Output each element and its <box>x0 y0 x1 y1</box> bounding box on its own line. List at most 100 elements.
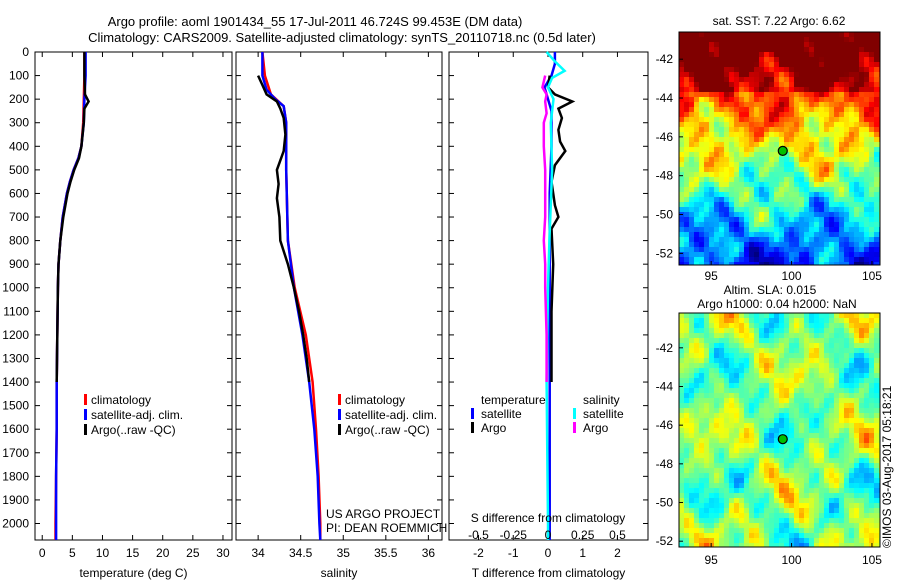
sst-cell <box>854 247 859 252</box>
sla-cell <box>864 543 869 547</box>
sla-cell <box>854 408 859 413</box>
sst-cell <box>834 227 839 232</box>
sla-cell <box>749 318 754 323</box>
sla-cell <box>704 413 709 418</box>
sst-cell <box>679 102 684 107</box>
sla-cell <box>679 348 684 353</box>
sla-cell <box>734 348 739 353</box>
sla-cell <box>834 443 839 448</box>
sla-cell <box>709 388 714 393</box>
sst-cell <box>854 122 859 127</box>
sla-cell <box>769 448 774 453</box>
sla-cell <box>709 503 714 508</box>
sla-cell <box>714 408 719 413</box>
sst-cell <box>804 102 809 107</box>
sla-cell <box>764 413 769 418</box>
sla-cell <box>714 433 719 438</box>
sst-cell <box>829 262 834 265</box>
sst-cell <box>824 87 829 92</box>
legend-swatch <box>338 394 341 405</box>
sla-cell <box>794 428 799 433</box>
sla-cell <box>809 443 814 448</box>
sst-cell <box>724 57 729 62</box>
sst-cell <box>864 97 869 102</box>
sst-cell <box>774 132 779 137</box>
sla-cell <box>769 498 774 503</box>
sla-cell <box>809 348 814 353</box>
sla-cell <box>789 333 794 338</box>
sst-cell <box>729 117 734 122</box>
sla-cell <box>719 533 724 538</box>
sst-cell <box>689 122 694 127</box>
sla-cell <box>719 498 724 503</box>
sla-cell <box>779 508 784 513</box>
sst-cell <box>769 257 774 262</box>
sst-cell <box>844 242 849 247</box>
sst-cell <box>769 252 774 257</box>
sst-cell <box>789 212 794 217</box>
sst-cell <box>744 242 749 247</box>
sst-cell <box>779 122 784 127</box>
sst-cell <box>759 227 764 232</box>
sst-cell <box>864 132 869 137</box>
sst-cell <box>839 247 844 252</box>
sst-cell <box>724 132 729 137</box>
sla-cell <box>854 473 859 478</box>
sst-cell <box>784 57 789 62</box>
sst-cell <box>839 77 844 82</box>
sst-cell <box>844 232 849 237</box>
sst-cell <box>809 112 814 117</box>
sla-cell <box>794 503 799 508</box>
sst-cell <box>734 242 739 247</box>
sst-cell <box>839 187 844 192</box>
sst-cell <box>814 162 819 167</box>
sst-cell <box>834 122 839 127</box>
sst-cell <box>679 112 684 117</box>
sla-cell <box>819 488 824 493</box>
sst-cell <box>734 222 739 227</box>
sst-cell <box>859 122 864 127</box>
sst-cell <box>769 62 774 67</box>
sst-cell <box>699 92 704 97</box>
sst-cell <box>714 37 719 42</box>
sst-cell <box>714 117 719 122</box>
sst-cell <box>819 132 824 137</box>
sla-cell <box>719 493 724 498</box>
sst-cell <box>684 257 689 262</box>
sst-cell <box>689 147 694 152</box>
sst-cell <box>699 207 704 212</box>
sla-cell <box>784 493 789 498</box>
sst-cell <box>789 97 794 102</box>
sla-cell <box>784 398 789 403</box>
sst-cell <box>754 127 759 132</box>
sla-cell <box>734 383 739 388</box>
sst-cell <box>694 112 699 117</box>
sla-cell <box>719 313 724 318</box>
sst-cell <box>829 192 834 197</box>
sla-cell <box>714 423 719 428</box>
sla-cell <box>719 353 724 358</box>
sla-cell <box>729 368 734 373</box>
sst-cell <box>859 52 864 57</box>
sla-cell <box>684 323 689 328</box>
sst-cell <box>804 72 809 77</box>
sla-cell <box>834 348 839 353</box>
sla-cell <box>699 318 704 323</box>
sst-cell <box>859 252 864 257</box>
sst-cell <box>739 167 744 172</box>
sst-cell <box>784 162 789 167</box>
sla-cell <box>804 473 809 478</box>
sst-cell <box>844 257 849 262</box>
sst-cell <box>684 127 689 132</box>
sst-cell <box>759 142 764 147</box>
sla-cell <box>869 453 874 458</box>
sst-cell <box>794 212 799 217</box>
sst-cell <box>819 172 824 177</box>
sst-cell <box>689 152 694 157</box>
x-tick-label: 0 <box>39 546 46 560</box>
sst-cell <box>714 152 719 157</box>
sst-cell <box>759 97 764 102</box>
sst-cell <box>874 187 879 192</box>
sst-cell <box>754 252 759 257</box>
sla-cell <box>689 378 694 383</box>
